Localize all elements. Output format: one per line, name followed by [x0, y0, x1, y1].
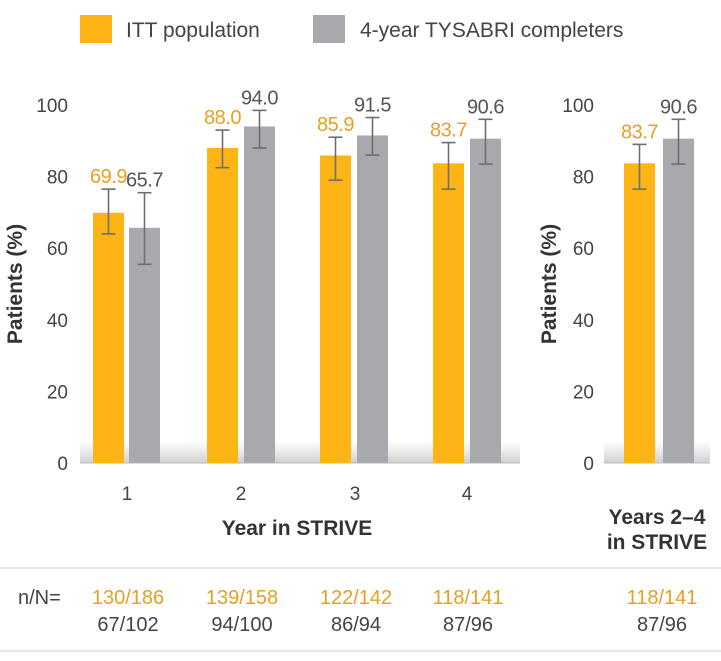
x-axis-label-line: Years 2–4 [609, 506, 706, 529]
bar-completers [357, 135, 388, 463]
bar-itt [320, 155, 351, 463]
y-tick-label: 80 [47, 168, 68, 189]
nn-completers-value: 87/96 [443, 614, 493, 636]
data-label-itt: 69.9 [90, 166, 127, 188]
nn-itt-value: 139/158 [206, 587, 278, 609]
nn-completers-value: 86/94 [331, 614, 381, 636]
y-tick-label: 100 [36, 96, 68, 117]
nn-itt-value: 118/141 [433, 587, 504, 609]
bar-completers [470, 138, 501, 464]
baseline-shadow [604, 441, 710, 463]
data-label-itt: 88.0 [204, 107, 241, 129]
bar-itt [624, 163, 655, 463]
n-over-n-table: n/N= 130/186 139/158 122/142 118/141 118/141 6… [0, 567, 721, 652]
data-label-itt: 85.9 [317, 114, 354, 136]
y-tick-label: 60 [573, 239, 594, 260]
data-label-completers: 65.7 [126, 170, 163, 192]
x-tick-label: 1 [122, 484, 133, 505]
bar-completers [244, 126, 275, 463]
legend-label-itt: ITT population [126, 19, 260, 42]
legend: ITT population 4-year TYSABRI completers [80, 15, 623, 43]
bar-itt [207, 147, 238, 463]
y-tick-label: 20 [573, 382, 594, 403]
nn-itt-value: 118/141 [627, 587, 698, 609]
nn-itt-value: 122/142 [320, 587, 392, 609]
x-tick-label: 3 [350, 484, 361, 505]
data-label-completers: 90.6 [467, 96, 504, 118]
data-label-completers: 90.6 [660, 96, 697, 118]
x-axis-label-line: in STRIVE [607, 531, 707, 554]
x-tick-label: 4 [462, 484, 473, 505]
y-tick-label: 20 [47, 382, 68, 403]
bar-itt [433, 163, 464, 463]
nn-completers-value: 87/96 [637, 614, 687, 636]
legend-swatch-completers [313, 15, 345, 43]
data-label-completers: 94.0 [241, 87, 278, 109]
x-axis-label: Year in STRIVE [222, 517, 373, 540]
y-tick-label: 60 [47, 239, 68, 260]
bar-completers [129, 227, 160, 463]
bar-itt [93, 212, 124, 463]
y-axis-label: Patients (%) [538, 224, 561, 344]
y-tick-label: 100 [562, 96, 594, 117]
legend-label-completers: 4-year TYSABRI completers [360, 19, 623, 42]
y-tick-label: 40 [47, 311, 68, 332]
y-tick-label: 0 [57, 454, 68, 475]
y-axis-label: Patients (%) [4, 224, 27, 344]
nn-completers-value: 94/100 [211, 614, 272, 636]
legend-swatch-itt [80, 15, 112, 43]
baseline-shadow [80, 441, 520, 463]
y-tick-label: 0 [583, 454, 594, 475]
data-label-completers: 91.5 [354, 95, 391, 117]
bar-completers [663, 138, 694, 464]
chart-panel-by-year: 0 20 40 60 80 100 Patients (%) 69.9 65.7 1 88.094.… [4, 87, 520, 540]
nn-completers-value: 67/102 [97, 614, 158, 636]
nn-itt-value: 130/186 [92, 587, 164, 609]
y-tick-label: 40 [573, 311, 594, 332]
y-tick-label: 80 [573, 168, 594, 189]
x-tick-label: 2 [236, 484, 247, 505]
data-label-itt: 83.7 [430, 120, 467, 142]
chart-panel-years-2-4: 0 20 40 60 80 100 Patients (%) 83.790.6 Years 2–… [538, 96, 710, 554]
nn-row-label: n/N= [18, 587, 61, 609]
data-label-itt: 83.7 [621, 121, 658, 143]
